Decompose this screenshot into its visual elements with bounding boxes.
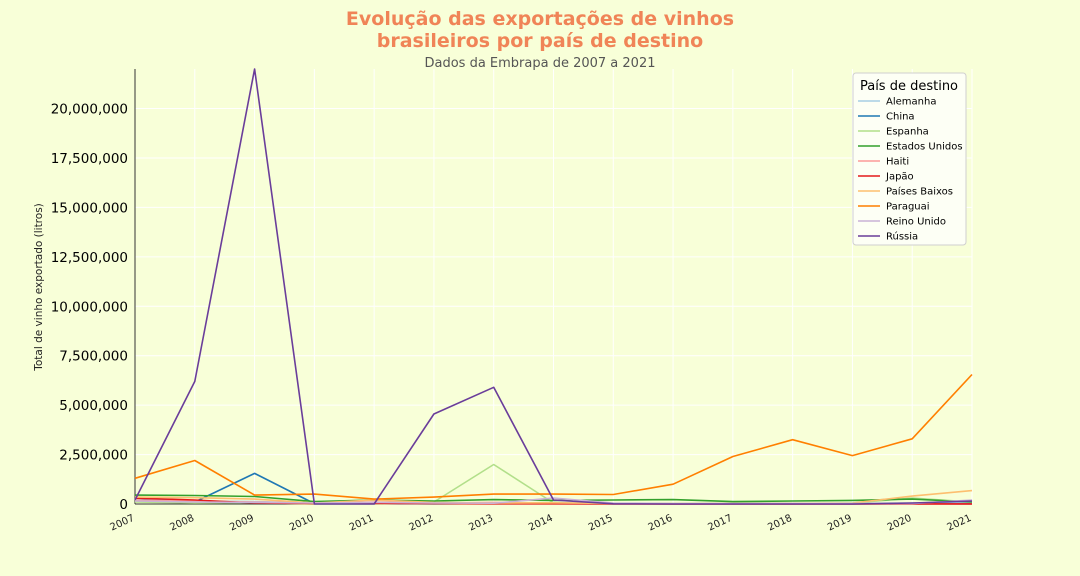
- grid: [134, 69, 973, 505]
- legend-label: Paraguai: [886, 202, 930, 213]
- chart-title-line-1: Evolução das exportações de vinhos: [345, 8, 735, 30]
- x-tick-label: 2014: [527, 513, 555, 534]
- x-tick-label: 2010: [288, 513, 316, 534]
- chart-subtitle: Dados da Embrapa de 2007 a 2021: [424, 56, 656, 71]
- y-axis-label: Total de vinho exportado (litros): [33, 203, 45, 372]
- legend-label: Japão: [885, 172, 914, 183]
- x-tick-label: 2015: [587, 513, 615, 534]
- y-tick-label: 17,500,000: [51, 151, 128, 167]
- x-tick-label: 2017: [706, 513, 734, 534]
- series-line-rússia: [134, 68, 973, 505]
- legend-label: Estados Unidos: [886, 142, 963, 153]
- y-tick-label: 7,500,000: [59, 349, 128, 365]
- x-tick-label: 2013: [467, 513, 495, 534]
- legend[interactable]: País de destino Alemanha China Espanha Esta…: [852, 72, 967, 246]
- x-tick-label: 2020: [886, 513, 914, 534]
- x-tick-label: 2019: [826, 513, 854, 534]
- y-tick-label: 0: [119, 497, 128, 513]
- y-ticks: 0 2,500,000 5,000,000 7,500,000 10,000,000 12…: [51, 102, 128, 513]
- x-tick-label: 2018: [766, 513, 794, 534]
- y-tick-label: 10,000,000: [51, 299, 128, 315]
- y-tick-label: 2,500,000: [59, 448, 128, 464]
- legend-label: Países Baixos: [886, 186, 953, 198]
- legend-label: Haiti: [886, 157, 909, 168]
- legend-title: País de destino: [860, 79, 958, 94]
- y-tick-label: 12,500,000: [51, 250, 128, 266]
- x-tick-label: 2012: [407, 513, 435, 534]
- legend-items: Alemanha China Espanha Estados Unidos Haiti J…: [858, 97, 963, 243]
- legend-label: Espanha: [886, 127, 929, 138]
- legend-label: China: [886, 112, 915, 123]
- x-tick-label: 2009: [228, 513, 256, 534]
- x-ticks: 2007 2008 2009 2010 2011 2012 2013 2014 2015 2016…: [109, 513, 974, 534]
- y-tick-label: 15,000,000: [51, 200, 128, 216]
- legend-label: Rússia: [886, 231, 918, 243]
- y-tick-label: 5,000,000: [59, 398, 128, 414]
- x-tick-label: 2021: [946, 513, 974, 534]
- x-tick-label: 2007: [109, 513, 137, 534]
- legend-label: Alemanha: [886, 97, 936, 108]
- x-tick-label: 2011: [348, 513, 376, 534]
- legend-box: [852, 72, 967, 246]
- chart-title-line-2: brasileiros por país de destino: [376, 30, 704, 52]
- series-line-paraguai: [134, 373, 973, 500]
- chart-title: Evolução das exportações de vinhos brasi…: [0, 8, 1080, 52]
- x-tick-label: 2016: [647, 513, 675, 534]
- legend-label: Reino Unido: [886, 217, 946, 228]
- series-lines: [134, 68, 973, 505]
- x-tick-label: 2008: [168, 513, 196, 534]
- y-tick-label: 20,000,000: [51, 102, 128, 118]
